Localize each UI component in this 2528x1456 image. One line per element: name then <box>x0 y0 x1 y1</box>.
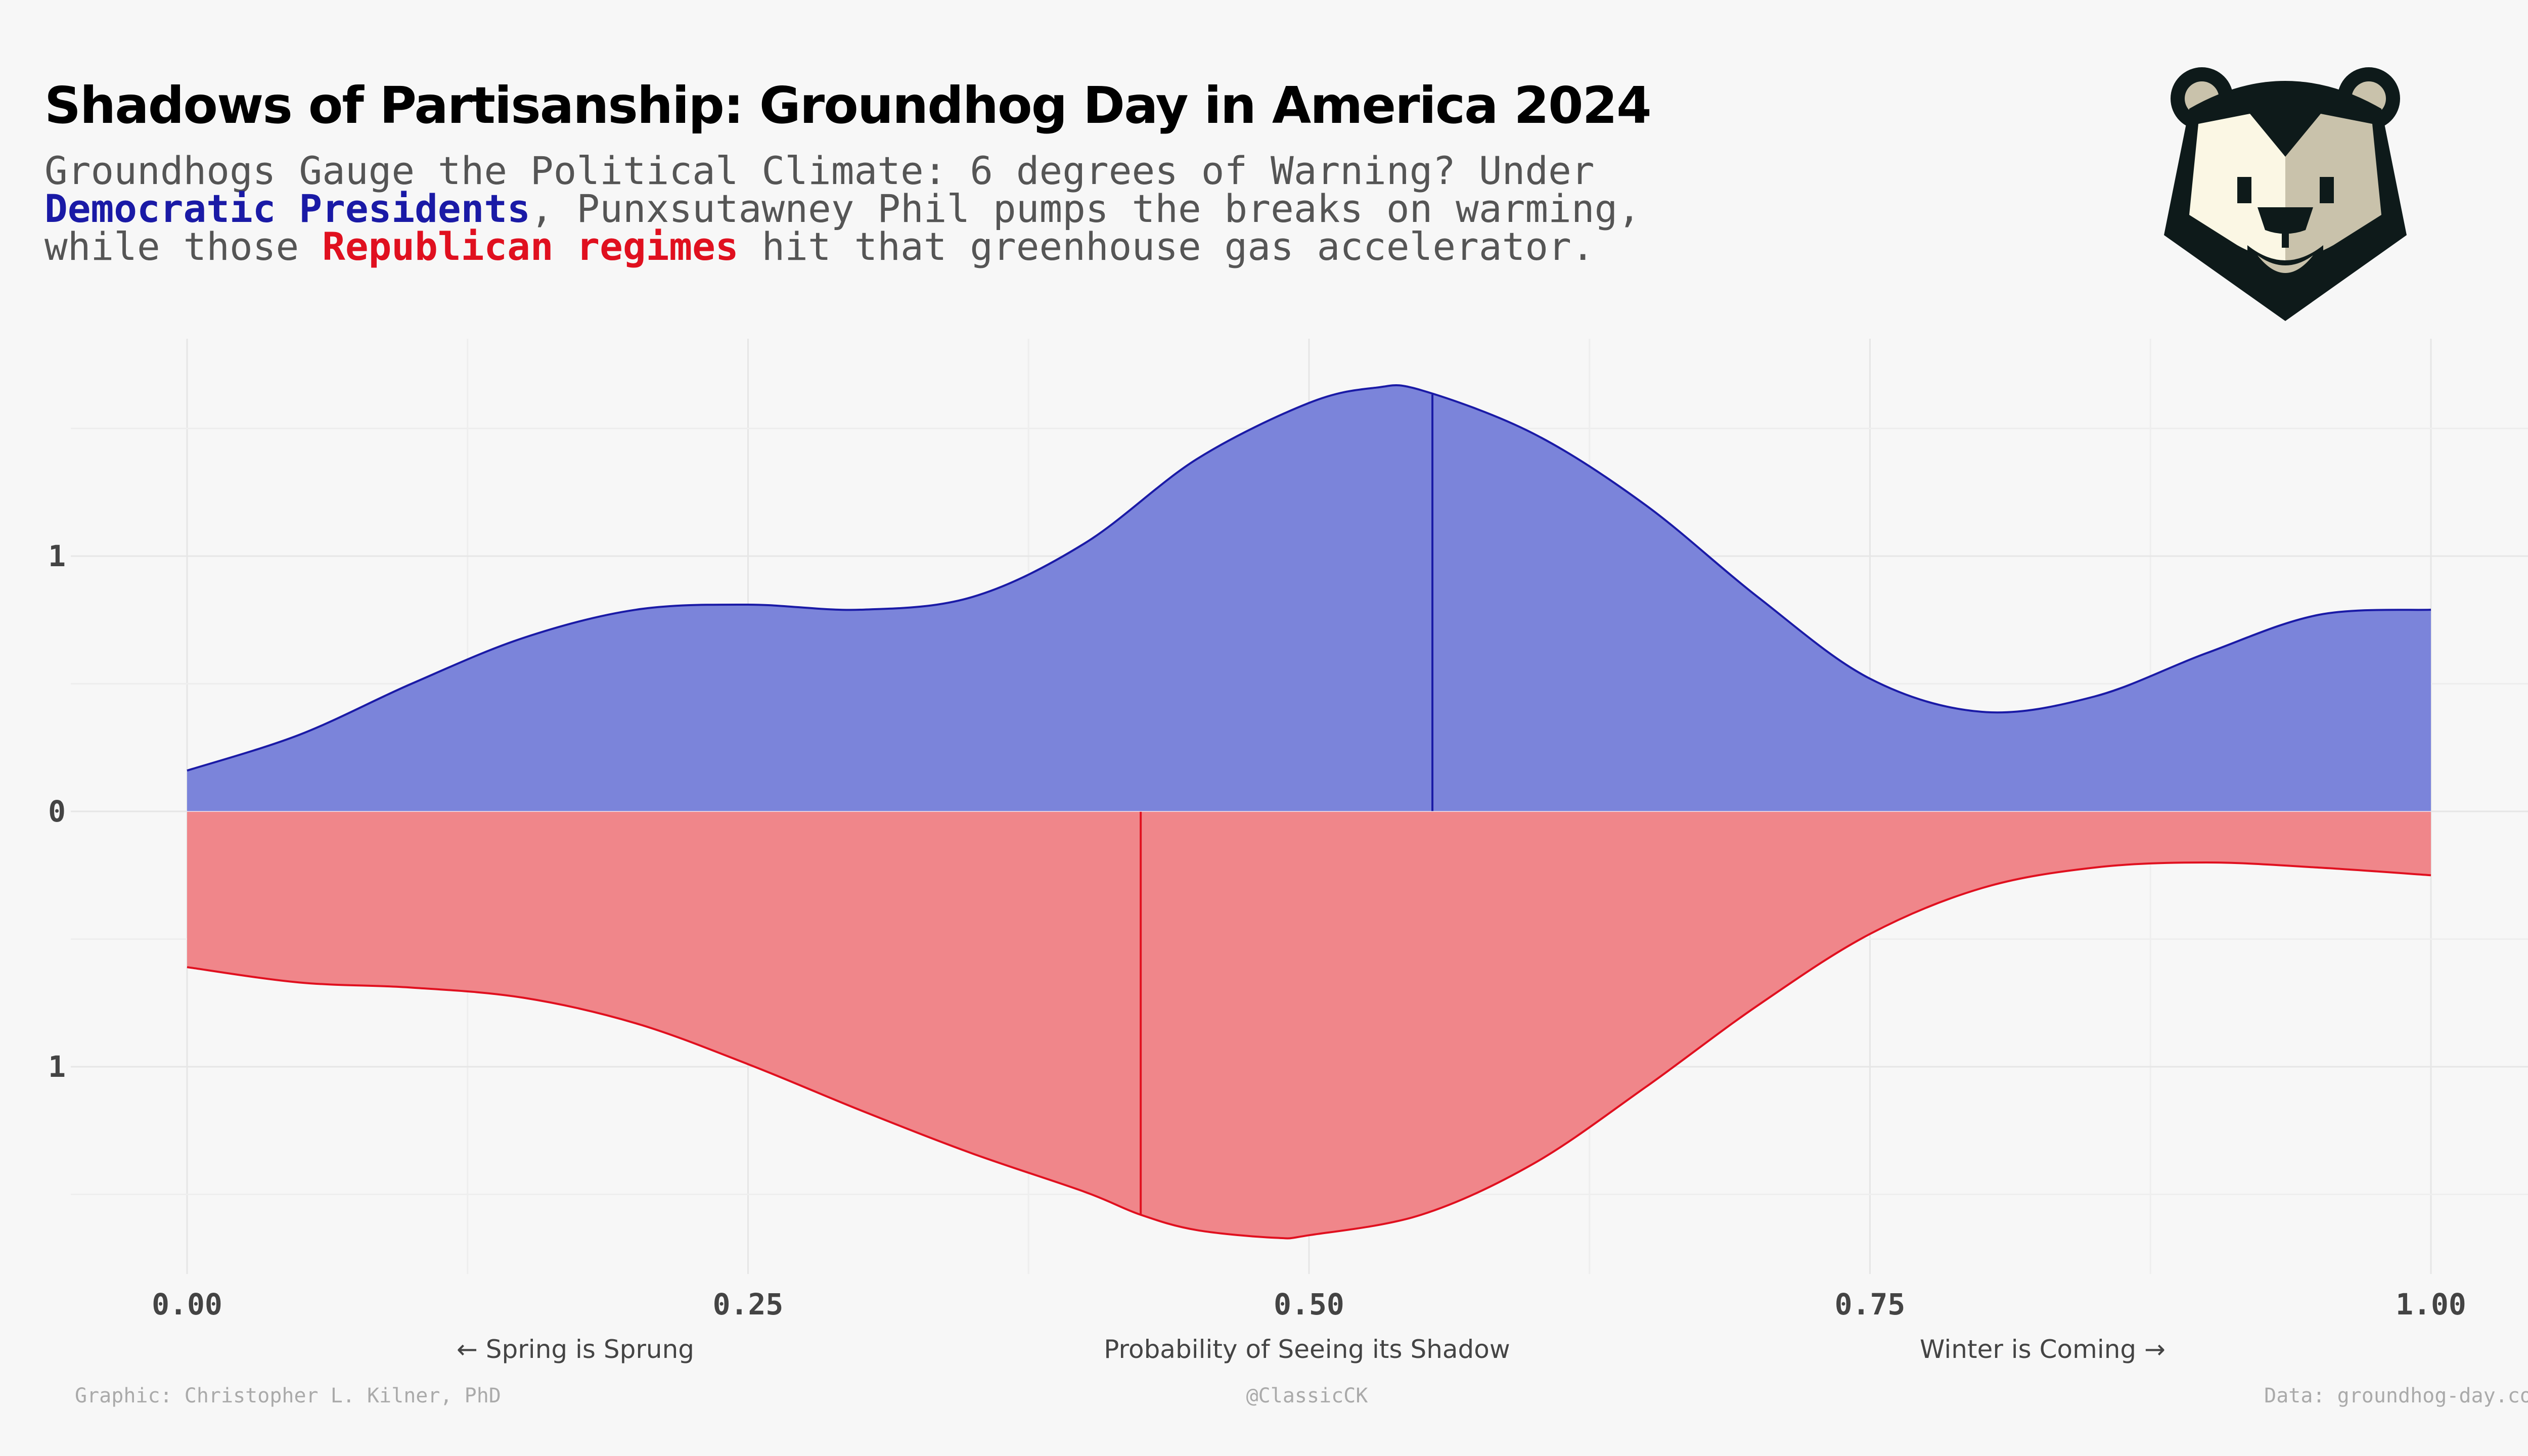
x-tick-label: 1.00 <box>2396 1287 2466 1322</box>
x-tick-label: 0.50 <box>1274 1287 1344 1322</box>
x-caption-winter: Winter is Coming → <box>1920 1335 2165 1364</box>
democratic-density-area <box>187 385 2431 811</box>
x-tick-label: 0.75 <box>1835 1287 1906 1322</box>
x-tick-label: 0.25 <box>713 1287 784 1322</box>
y-tick-label: 1 <box>48 1050 66 1084</box>
x-tick-label: 0.00 <box>152 1287 222 1322</box>
x-caption-spring: ← Spring is Sprung <box>457 1335 694 1364</box>
density-areas <box>187 385 2431 1239</box>
caption-source: Data: groundhog-day.com <box>2264 1384 2528 1407</box>
caption-author: Graphic: Christopher L. Kilner, PhD <box>75 1384 501 1407</box>
y-tick-label: 0 <box>48 794 66 829</box>
x-axis-label: Probability of Seeing its Shadow <box>1104 1335 1510 1364</box>
republican-density-area <box>187 811 2431 1238</box>
caption-handle: @ClassicCK <box>1246 1384 1368 1407</box>
y-tick-label: 1 <box>48 539 66 573</box>
